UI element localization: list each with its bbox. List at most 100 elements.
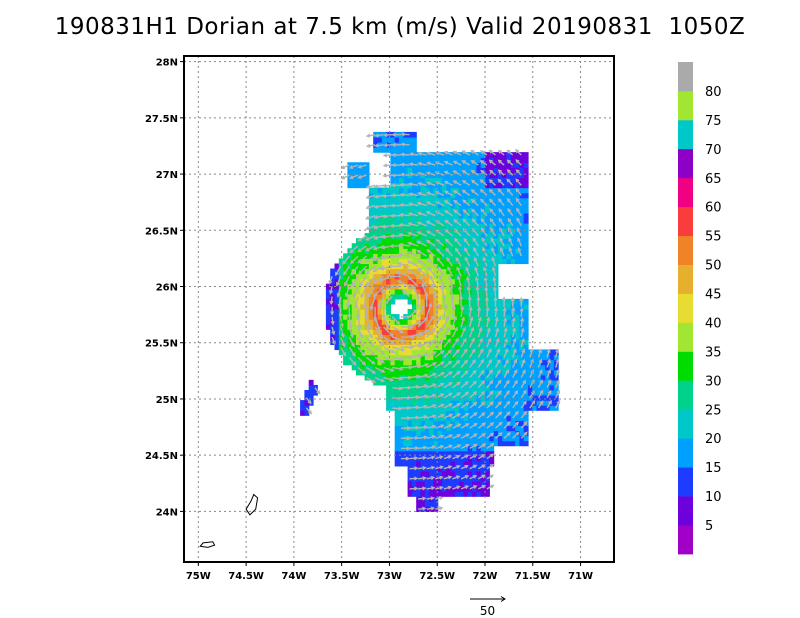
wind-cell (347, 172, 353, 179)
wind-vector (477, 380, 485, 389)
wind-cell (334, 293, 340, 300)
wind-vector-head (480, 208, 485, 213)
wind-cell (454, 212, 460, 219)
wind-cell (386, 187, 391, 194)
wind-vector (445, 238, 453, 247)
wind-cell (381, 248, 387, 254)
wind-vector-head (439, 326, 443, 332)
wind-cell (519, 258, 525, 265)
wind-cell (502, 212, 508, 219)
wind-cell (390, 258, 396, 265)
wind-cell (360, 309, 366, 315)
wind-cell (360, 273, 366, 280)
wind-cell (420, 288, 426, 295)
wind-cell (356, 268, 361, 275)
colorbar-swatch (678, 264, 693, 294)
wind-cell (450, 207, 456, 214)
wind-vector (357, 235, 367, 242)
wind-cell (459, 491, 465, 497)
wind-vector (375, 144, 384, 147)
wind-vector-head (373, 293, 378, 298)
wind-cell (446, 415, 452, 421)
wind-cell (390, 217, 396, 224)
wind-vector-head (520, 317, 525, 322)
wind-cell (489, 384, 495, 391)
wind-cell (403, 460, 409, 467)
wind-cell (411, 379, 417, 386)
wind-cell (442, 481, 447, 487)
wind-vector-head (391, 142, 396, 147)
wind-vector (494, 390, 502, 399)
wind-cell (420, 400, 426, 406)
wind-cell (472, 298, 477, 305)
wind-cell (523, 217, 529, 224)
wind-cell (411, 359, 417, 366)
wind-cell (399, 207, 404, 214)
wind-vector-head (490, 237, 495, 242)
wind-cell (472, 445, 477, 452)
wind-vector-head (426, 257, 432, 262)
wind-cell (454, 420, 460, 426)
wind-cell (433, 278, 439, 285)
wind-cell (489, 309, 495, 315)
wind-cell (416, 410, 422, 416)
wind-cell (403, 410, 409, 416)
wind-vector (508, 228, 514, 237)
wind-vector-head (425, 201, 431, 206)
wind-vector (426, 328, 436, 338)
wind-cell (510, 369, 516, 376)
wind-cell (528, 400, 533, 406)
wind-cell (351, 253, 357, 259)
wind-cell (442, 470, 447, 477)
wind-vector-head (382, 183, 387, 188)
wind-cell (523, 207, 529, 214)
wind-cell (386, 384, 391, 391)
wind-vector-head (335, 271, 339, 277)
wind-vector (396, 271, 410, 278)
wind-cell (437, 222, 443, 229)
wind-cell (437, 288, 443, 295)
wind-vector-head (387, 264, 392, 269)
wind-cell (485, 202, 490, 209)
wind-cell (429, 440, 434, 447)
wind-vector (486, 359, 493, 368)
wind-cell (420, 374, 426, 381)
wind-vector-head (479, 337, 483, 343)
wind-cell (553, 369, 559, 376)
wind-vector-head (472, 475, 478, 479)
wind-cell (523, 384, 529, 391)
wind-cell (416, 167, 422, 173)
wind-cell (493, 273, 499, 280)
wind-vector (417, 363, 429, 369)
wind-vector-head (423, 425, 429, 430)
wind-vector (443, 465, 452, 470)
wind-vector-head (440, 393, 445, 398)
wind-vector-head (448, 434, 454, 438)
wind-vector (493, 277, 497, 287)
wind-cell (373, 202, 379, 209)
wind-cell (433, 197, 439, 204)
wind-cell (515, 172, 520, 179)
wind-cell (334, 344, 340, 351)
wind-cell (463, 450, 469, 457)
wind-vector-head (493, 296, 498, 301)
wind-cell (467, 379, 473, 386)
wind-cell (433, 379, 439, 386)
wind-cell (343, 273, 348, 280)
wind-cell (407, 157, 413, 163)
wind-cell (373, 192, 379, 199)
wind-vector (498, 208, 505, 217)
wind-cell (420, 324, 426, 330)
wind-cell (489, 354, 495, 361)
wind-vector-head (336, 293, 341, 298)
wind-cell (368, 202, 374, 209)
wind-vector (503, 359, 509, 368)
wind-cell (373, 253, 379, 259)
wind-cell (411, 339, 417, 346)
wind-cell (416, 400, 422, 406)
wind-cell (407, 152, 413, 158)
wind-vector (476, 287, 479, 297)
wind-cell (407, 293, 413, 300)
wind-cell (446, 233, 452, 239)
wind-vector-head (336, 282, 340, 287)
